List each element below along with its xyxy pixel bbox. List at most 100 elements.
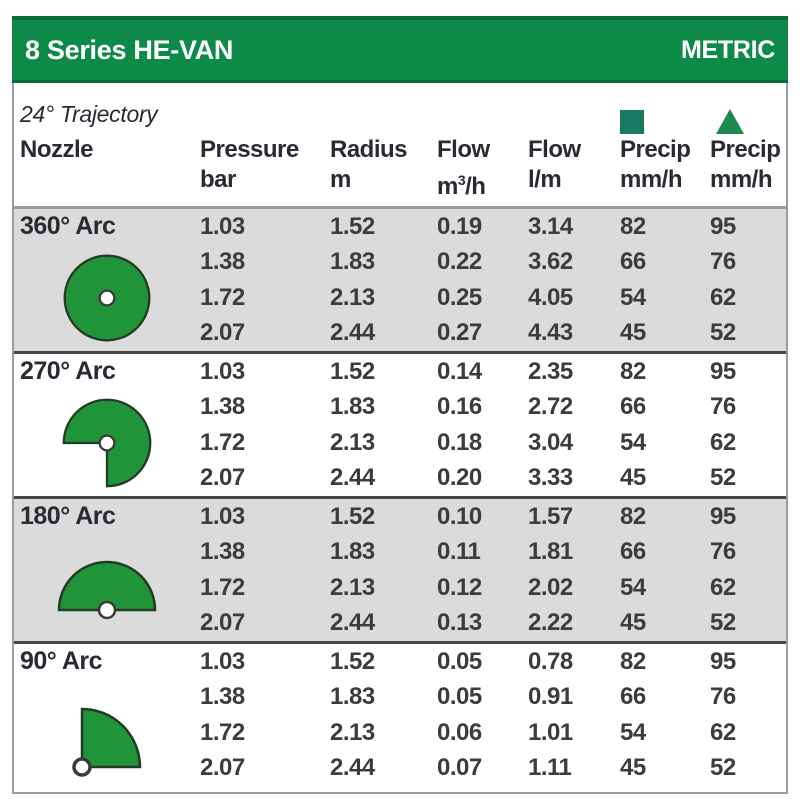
value-cell: 82 — [620, 647, 646, 675]
value-cell: 1.57 — [528, 502, 573, 530]
arc-icon-wrap — [20, 389, 194, 496]
triangle-legend-icon — [716, 109, 744, 134]
value-cell: 0.19 — [437, 212, 482, 240]
value-cell: 52 — [710, 319, 736, 347]
col-header-precip-triangle: Precip mm/h — [710, 135, 786, 202]
nozzle-cell: 270° Arc — [20, 354, 200, 496]
value-cell: 1.38 — [200, 248, 245, 276]
arc-label: 90° Arc — [20, 647, 103, 675]
performance-table: 24° Trajectory Nozzle Pressure bar Radiu… — [12, 83, 788, 794]
value-cell: 0.07 — [437, 754, 482, 782]
value-cell: 0.13 — [437, 609, 482, 637]
value-cell: 52 — [710, 609, 736, 637]
col-unit: m3/h — [437, 172, 486, 200]
arc-group-270: 270° Arc 1.03 1.52 0.14 2.35 82 95 1.38 1.83 0.1… — [14, 351, 786, 496]
value-cell: 3.04 — [528, 428, 573, 456]
value-cell: 66 — [620, 248, 646, 276]
value-cell: 1.03 — [200, 212, 245, 240]
value-cell: 0.27 — [437, 319, 482, 347]
col-label: Flow — [437, 136, 490, 163]
value-cell: 62 — [710, 428, 736, 456]
value-cell: 62 — [710, 718, 736, 746]
value-cell: 2.44 — [330, 754, 375, 782]
col-header-flow-lm: Flow l/m — [528, 135, 620, 202]
value-cell: 1.03 — [200, 357, 245, 385]
value-cell: 2.02 — [528, 573, 573, 601]
arc-270-icon — [62, 398, 152, 487]
value-cell: 0.78 — [528, 647, 573, 675]
value-cell: 0.10 — [437, 502, 482, 530]
value-cell: 3.33 — [528, 464, 573, 492]
value-cell: 1.38 — [200, 683, 245, 711]
value-cell: 1.03 — [200, 647, 245, 675]
arc-icon-wrap — [20, 534, 194, 641]
value-cell: 2.44 — [330, 319, 375, 347]
value-cell: 1.72 — [200, 428, 245, 456]
value-cell: 2.07 — [200, 754, 245, 782]
value-cell: 45 — [620, 464, 646, 492]
value-cell: 0.20 — [437, 464, 482, 492]
value-cell: 4.05 — [528, 283, 573, 311]
arc-icon-wrap — [20, 679, 194, 786]
value-cell: 0.25 — [437, 283, 482, 311]
col-unit: mm/h — [620, 166, 683, 193]
value-cell: 0.18 — [437, 428, 482, 456]
trajectory-label: 24° Trajectory — [20, 100, 158, 127]
value-cell: 52 — [710, 464, 736, 492]
value-cell: 0.05 — [437, 683, 482, 711]
column-header-row: Nozzle Pressure bar Radius m Flow m3/h F… — [14, 135, 786, 209]
value-cell: 76 — [710, 683, 736, 711]
col-unit: l/m — [528, 166, 562, 193]
col-unit: bar — [200, 166, 236, 193]
value-cell: 2.13 — [330, 718, 375, 746]
col-label: Radius — [330, 136, 408, 163]
value-cell: 82 — [620, 212, 646, 240]
value-cell: 54 — [620, 283, 646, 311]
value-cell: 1.01 — [528, 718, 573, 746]
value-cell: 66 — [620, 538, 646, 566]
value-cell: 2.07 — [200, 319, 245, 347]
value-cell: 1.72 — [200, 718, 245, 746]
value-cell: 1.52 — [330, 212, 375, 240]
col-unit: m — [330, 166, 351, 193]
arc-label: 360° Arc — [20, 212, 116, 240]
arc-180-icon — [57, 560, 157, 619]
value-cell: 2.07 — [200, 609, 245, 637]
value-cell: 1.38 — [200, 393, 245, 421]
value-cell: 0.12 — [437, 573, 482, 601]
value-cell: 0.16 — [437, 393, 482, 421]
col-header-nozzle: Nozzle — [20, 135, 200, 202]
value-cell: 54 — [620, 573, 646, 601]
value-cell: 1.52 — [330, 647, 375, 675]
nozzle-cell: 90° Arc — [20, 644, 200, 786]
value-cell: 2.22 — [528, 609, 573, 637]
metric-badge: METRIC — [680, 35, 775, 64]
nozzle-cell: 360° Arc — [20, 209, 200, 351]
value-cell: 0.91 — [528, 683, 573, 711]
nozzle-cell: 180° Arc — [20, 499, 200, 641]
col-label: Pressure — [200, 136, 299, 163]
value-cell: 2.72 — [528, 393, 573, 421]
value-cell: 2.13 — [330, 573, 375, 601]
value-cell: 95 — [710, 212, 736, 240]
col-header-precip-square: Precip mm/h — [620, 135, 710, 202]
value-cell: 1.52 — [330, 502, 375, 530]
value-cell: 76 — [710, 393, 736, 421]
value-cell: 1.83 — [330, 248, 375, 276]
value-cell: 62 — [710, 573, 736, 601]
table-title-bar: 8 Series HE-VAN METRIC — [12, 16, 788, 83]
value-cell: 1.83 — [330, 393, 375, 421]
value-cell: 2.13 — [330, 283, 375, 311]
table-body: 360° Arc 1.03 1.52 0.19 3.14 82 95 1.38 1.83 0.2… — [14, 209, 786, 792]
value-cell: 66 — [620, 393, 646, 421]
col-label: Precip — [620, 136, 691, 163]
value-cell: 66 — [620, 683, 646, 711]
value-cell: 1.38 — [200, 538, 245, 566]
arc-group-360: 360° Arc 1.03 1.52 0.19 3.14 82 95 1.38 1.83 0.2… — [14, 209, 786, 351]
square-legend-icon — [620, 110, 644, 134]
value-cell: 1.83 — [330, 538, 375, 566]
value-cell: 2.44 — [330, 464, 375, 492]
value-cell: 1.81 — [528, 538, 573, 566]
value-cell: 0.22 — [437, 248, 482, 276]
